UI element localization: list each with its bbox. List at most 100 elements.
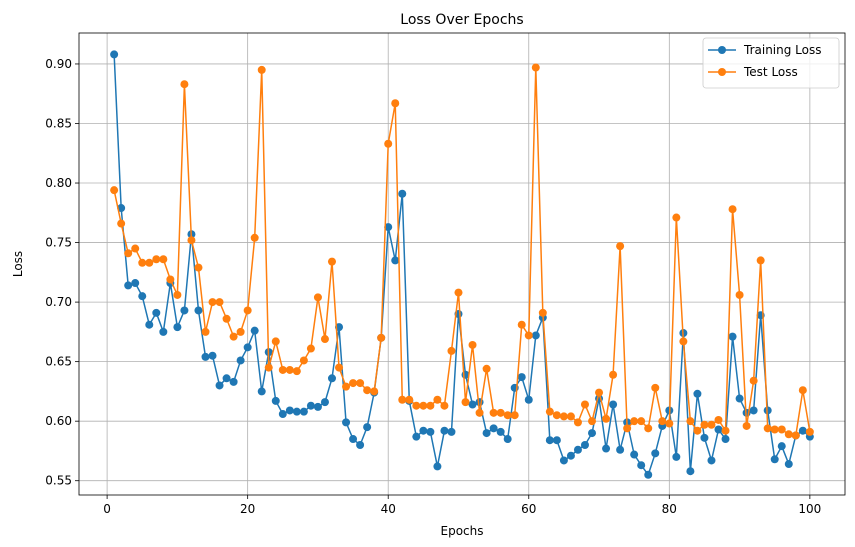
- data-point-test-loss: [292, 367, 301, 376]
- data-point-test-loss: [735, 290, 744, 299]
- y-tick-label: 0.90: [45, 57, 72, 71]
- series-layer: [110, 50, 814, 479]
- data-point-training-loss: [426, 427, 435, 436]
- data-point-test-loss: [131, 244, 140, 253]
- data-point-test-loss: [306, 344, 315, 353]
- y-tick-label: 0.80: [45, 176, 72, 190]
- data-point-test-loss: [236, 327, 245, 336]
- data-point-test-loss: [222, 314, 231, 323]
- data-point-test-loss: [215, 298, 224, 307]
- data-point-training-loss: [714, 425, 723, 434]
- data-point-training-loss: [419, 426, 428, 435]
- data-point-test-loss: [742, 421, 751, 430]
- data-point-test-loss: [489, 408, 498, 417]
- data-point-training-loss: [384, 223, 393, 232]
- plot-frame: [78, 32, 846, 496]
- data-point-training-loss: [517, 373, 526, 382]
- data-point-test-loss: [166, 275, 175, 284]
- data-point-training-loss: [124, 281, 133, 290]
- data-point-training-loss: [637, 461, 646, 470]
- data-point-training-loss: [735, 394, 744, 403]
- data-point-test-loss: [482, 364, 491, 373]
- data-point-test-loss: [602, 414, 611, 423]
- data-point-training-loss: [257, 387, 266, 396]
- data-point-test-loss: [159, 255, 168, 264]
- data-point-test-loss: [412, 401, 421, 410]
- data-point-test-loss: [313, 293, 322, 302]
- data-point-training-loss: [609, 400, 618, 409]
- x-tick-label: 60: [521, 502, 536, 516]
- data-point-test-loss: [756, 256, 765, 265]
- data-point-training-loss: [349, 435, 358, 444]
- data-point-test-loss: [363, 386, 372, 395]
- data-point-test-loss: [433, 395, 442, 404]
- data-point-test-loss: [405, 395, 414, 404]
- data-point-test-loss: [630, 417, 639, 426]
- x-tick-label: 20: [240, 502, 255, 516]
- y-axis-label: Loss: [11, 251, 25, 277]
- data-point-test-loss: [377, 333, 386, 342]
- data-point-test-loss: [370, 387, 379, 396]
- data-point-training-loss: [545, 436, 554, 445]
- data-point-test-loss: [728, 205, 737, 214]
- data-point-test-loss: [791, 431, 800, 440]
- data-point-test-loss: [320, 335, 329, 344]
- data-point-test-loss: [271, 337, 280, 346]
- data-point-training-loss: [749, 406, 758, 415]
- data-point-test-loss: [517, 320, 526, 329]
- data-point-test-loss: [201, 327, 210, 336]
- legend-label-training-loss: Training Loss: [743, 43, 821, 57]
- data-point-training-loss: [616, 445, 625, 454]
- data-point-test-loss: [595, 388, 604, 397]
- data-point-test-loss: [447, 346, 456, 355]
- data-point-training-loss: [215, 381, 224, 390]
- data-point-training-loss: [363, 423, 372, 432]
- data-point-test-loss: [721, 426, 730, 435]
- data-point-test-loss: [637, 417, 646, 426]
- data-point-training-loss: [222, 374, 231, 383]
- data-point-test-loss: [342, 382, 351, 391]
- data-point-test-loss: [426, 401, 435, 410]
- y-tick-label: 0.85: [45, 116, 72, 130]
- data-point-test-loss: [658, 417, 667, 426]
- data-point-test-loss: [327, 257, 336, 266]
- data-point-training-loss: [180, 306, 189, 315]
- data-point-test-loss: [285, 365, 294, 374]
- data-point-training-loss: [152, 308, 161, 317]
- data-point-training-loss: [503, 435, 512, 444]
- data-point-test-loss: [264, 363, 273, 372]
- data-point-test-loss: [784, 430, 793, 439]
- data-point-training-loss: [440, 426, 449, 435]
- legend-swatch-training-marker: [718, 46, 726, 54]
- data-point-test-loss: [110, 186, 119, 195]
- data-point-test-loss: [531, 63, 540, 72]
- data-point-test-loss: [798, 386, 807, 395]
- data-point-training-loss: [117, 204, 126, 213]
- data-point-training-loss: [700, 433, 709, 442]
- series-test-loss: [110, 63, 814, 440]
- data-point-training-loss: [208, 351, 217, 360]
- data-point-test-loss: [229, 332, 238, 341]
- data-point-test-loss: [524, 331, 533, 340]
- data-point-training-loss: [728, 332, 737, 341]
- data-point-training-loss: [496, 427, 505, 436]
- data-point-test-loss: [117, 219, 126, 228]
- data-point-test-loss: [609, 370, 618, 379]
- data-point-test-loss: [335, 363, 344, 372]
- data-point-training-loss: [644, 470, 653, 479]
- data-point-training-loss: [145, 320, 154, 329]
- data-point-training-loss: [342, 418, 351, 427]
- data-point-test-loss: [559, 412, 568, 421]
- data-point-test-loss: [496, 408, 505, 417]
- data-point-test-loss: [566, 412, 575, 421]
- y-tick-label: 0.60: [45, 414, 72, 428]
- data-point-training-loss: [651, 449, 660, 458]
- data-point-test-loss: [538, 308, 547, 317]
- data-point-test-loss: [356, 379, 365, 388]
- data-point-test-loss: [580, 400, 589, 409]
- data-point-training-loss: [580, 440, 589, 449]
- data-point-test-loss: [777, 425, 786, 434]
- x-tick-label: 0: [103, 502, 111, 516]
- data-point-test-loss: [250, 233, 259, 242]
- data-point-test-loss: [714, 415, 723, 424]
